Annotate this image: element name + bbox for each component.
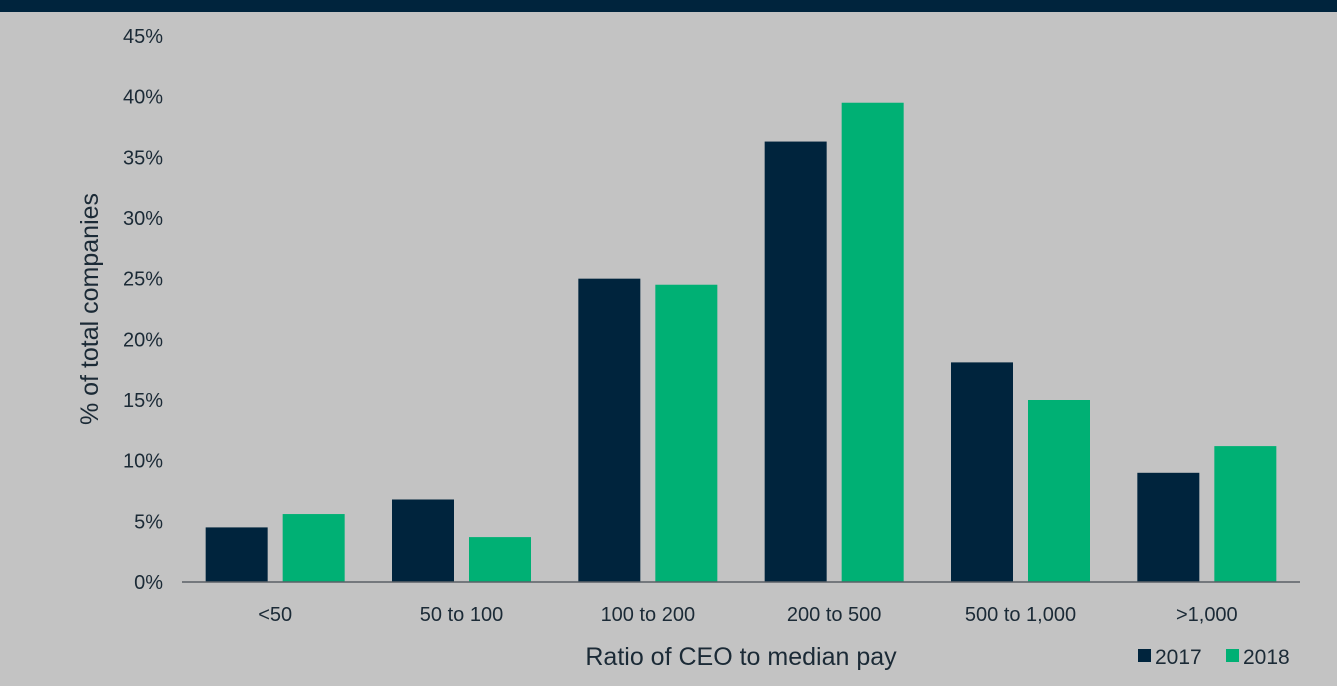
- legend-swatch-2018: [1226, 649, 1239, 662]
- x-tick-label: 500 to 1,000: [965, 604, 1076, 626]
- bar-2017-3: [764, 141, 827, 582]
- y-tick-label: 40%: [123, 87, 163, 109]
- bar-2018-5: [1214, 446, 1277, 582]
- bar-2018-1: [469, 537, 531, 582]
- bar-2018-0: [282, 514, 345, 582]
- x-tick-label: <50: [258, 604, 292, 626]
- y-tick-label: 10%: [123, 451, 163, 473]
- bar-2018-2: [655, 284, 718, 582]
- bar-2018-3: [841, 102, 904, 582]
- x-tick-label: >1,000: [1176, 604, 1238, 626]
- y-axis-ticks: 0% 5% 10% 15% 20% 25% 30% 35% 40% 45%: [123, 26, 163, 594]
- x-axis-title: Ratio of CEO to median pay: [585, 643, 897, 671]
- y-tick-label: 25%: [123, 269, 163, 291]
- x-tick-label: 50 to 100: [420, 604, 503, 626]
- header-band: [0, 0, 1337, 12]
- y-tick-label: 30%: [123, 208, 163, 230]
- y-tick-label: 15%: [123, 390, 163, 412]
- legend-swatch-2017: [1138, 649, 1151, 662]
- y-tick-label: 45%: [123, 26, 163, 48]
- x-tick-label: 100 to 200: [601, 604, 696, 626]
- bar-2018-4: [1028, 400, 1090, 582]
- y-tick-label: 0%: [134, 572, 163, 594]
- y-axis-title: % of total companies: [76, 193, 104, 425]
- bar-2017-0: [205, 527, 268, 582]
- x-tick-label: 200 to 500: [787, 604, 882, 626]
- legend-label: 2018: [1243, 646, 1290, 669]
- y-tick-label: 5%: [134, 511, 163, 533]
- y-tick-label: 35%: [123, 147, 163, 169]
- legend-label: 2017: [1155, 646, 1202, 669]
- legend: 2017 2018: [1138, 646, 1290, 669]
- bars-group: [205, 102, 1277, 582]
- bar-2017-4: [951, 362, 1013, 582]
- bar-2017-5: [1137, 472, 1200, 582]
- bar-2017-2: [578, 278, 641, 582]
- bar-2017-1: [392, 499, 454, 582]
- x-axis-ticks: <50 50 to 100 100 to 200 200 to 500 500 to 1…: [258, 604, 1238, 626]
- y-tick-label: 20%: [123, 329, 163, 351]
